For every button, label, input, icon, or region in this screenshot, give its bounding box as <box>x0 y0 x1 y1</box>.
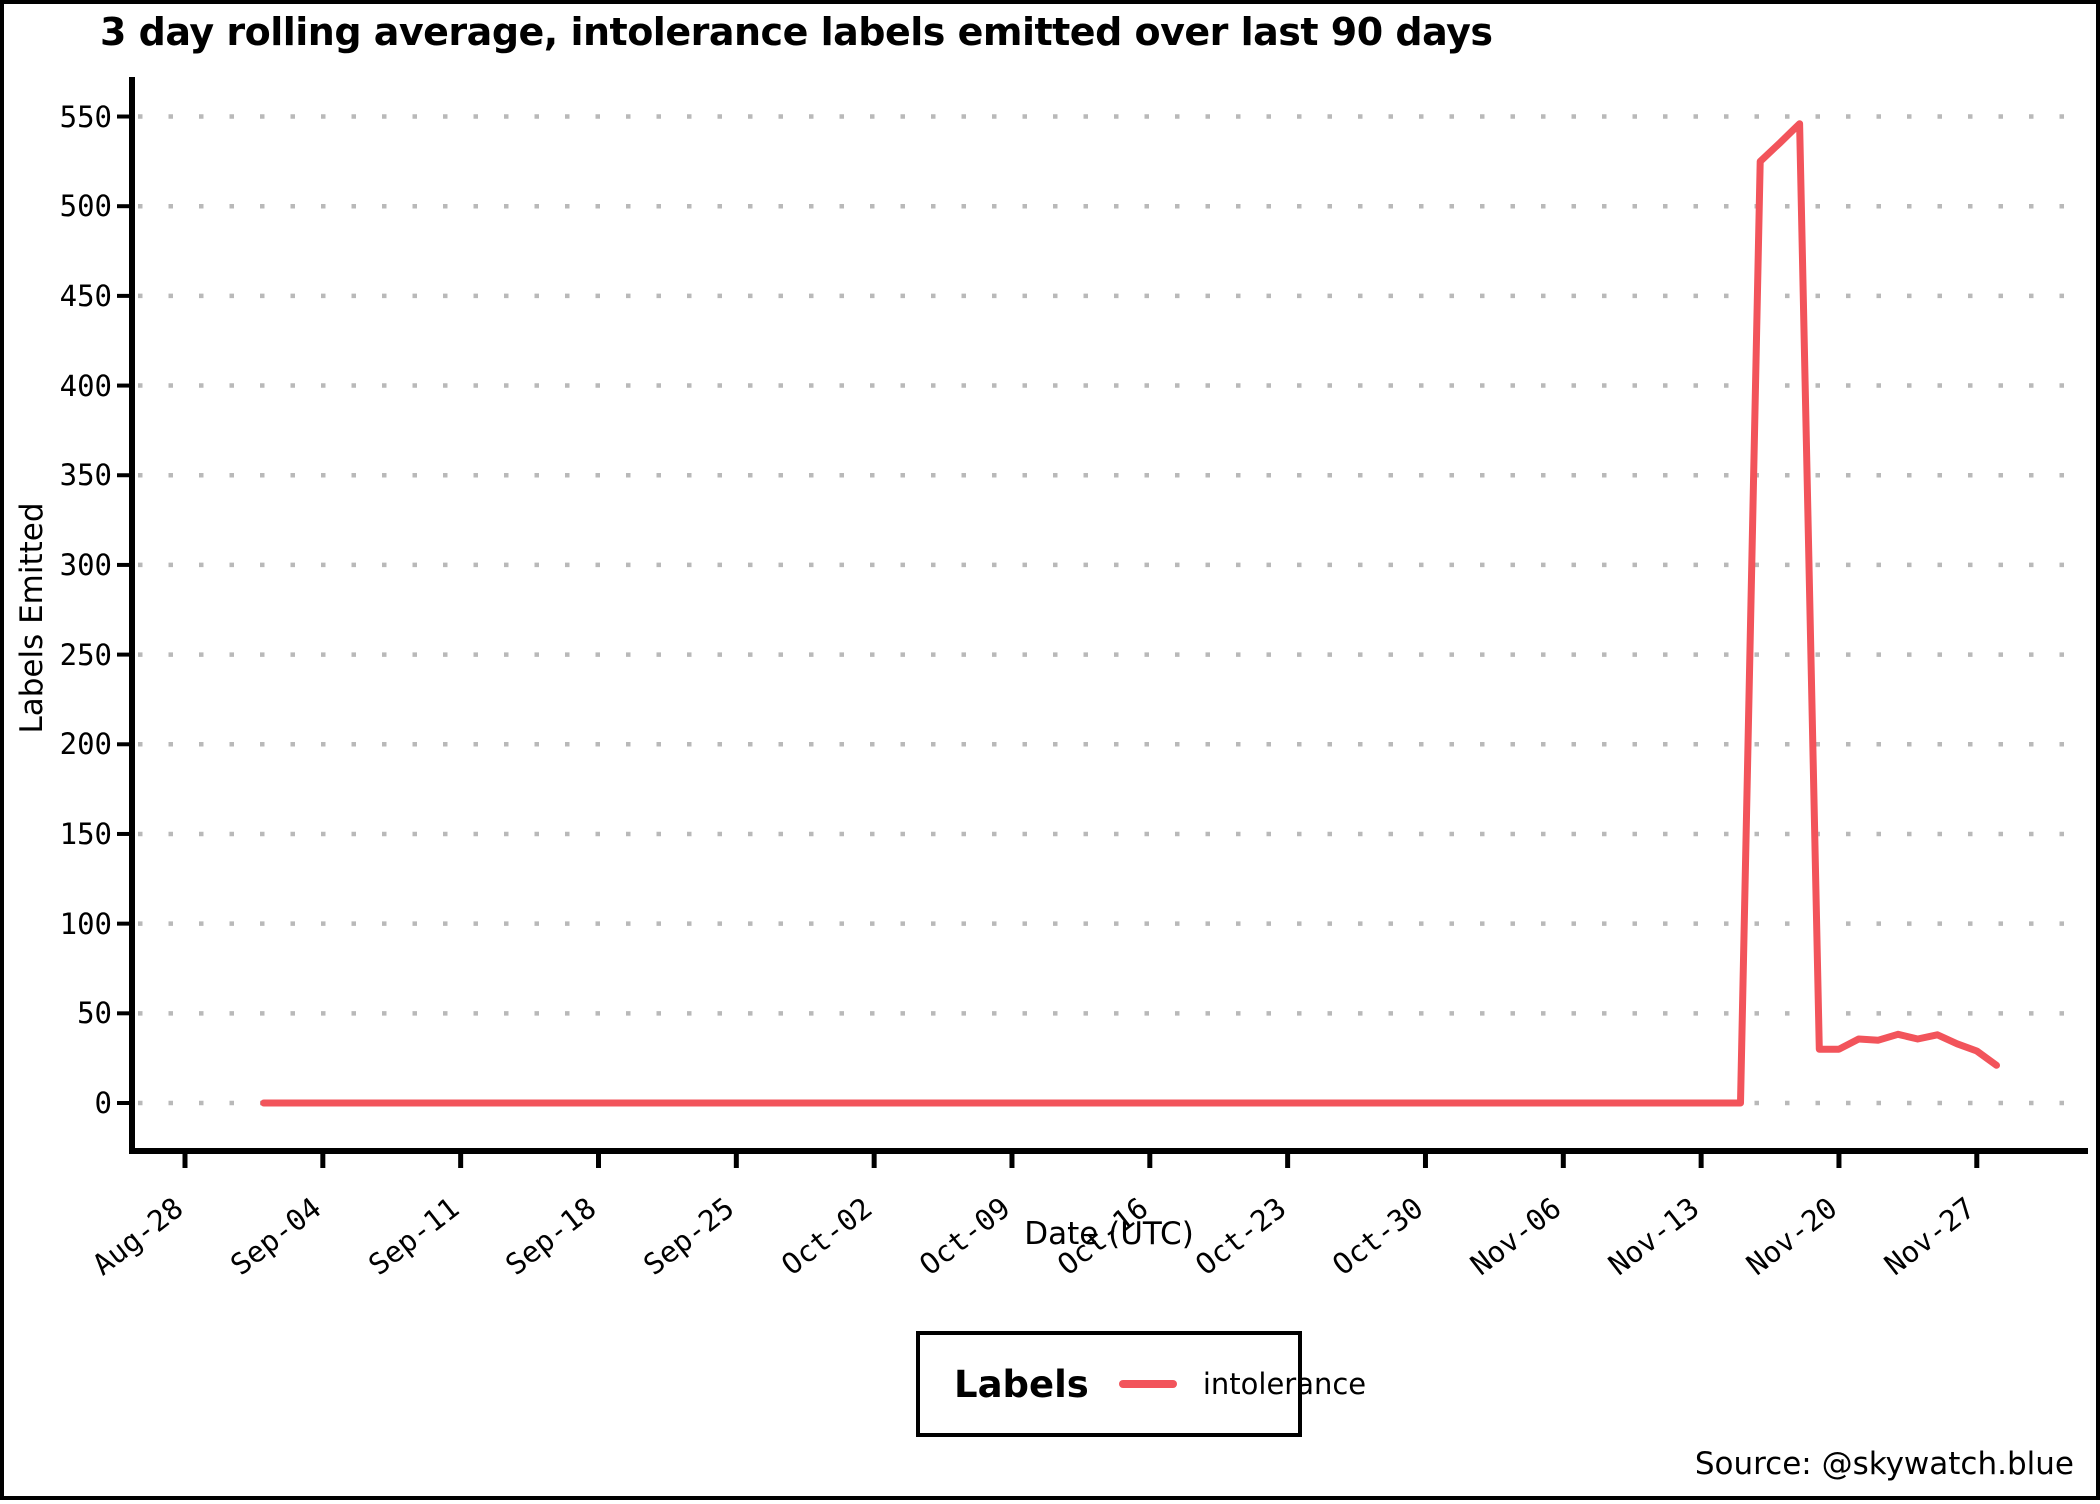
y-axis-label: Labels Emitted <box>14 502 50 734</box>
source-attribution: Source: @skywatch.blue <box>1694 1446 2074 1482</box>
legend: Labels intolerance <box>916 1331 1366 1437</box>
series-line-intolerance <box>260 120 2000 1107</box>
chart-canvas <box>117 77 2088 1168</box>
legend-line-swatch <box>1118 1380 1177 1388</box>
legend-title: Labels <box>954 1362 1089 1406</box>
legend-series-label: intolerance <box>1202 1367 1367 1401</box>
x-axis-label: Date (UTC) <box>1024 1216 1194 1252</box>
chart-title: 3 day rolling average, intolerance label… <box>100 10 1493 54</box>
